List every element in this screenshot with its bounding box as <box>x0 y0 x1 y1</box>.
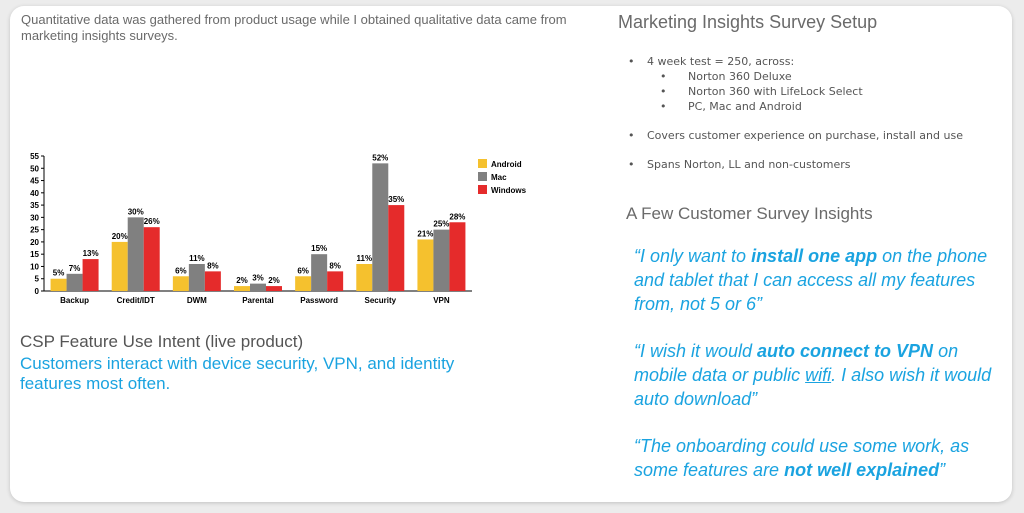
data-label: 28% <box>449 212 465 221</box>
y-tick-label: 15 <box>30 250 39 259</box>
survey-bullet-coverage: Covers customer experience on purchase, … <box>628 128 998 143</box>
survey-bullet-test-size: 4 week test = 250, across: <box>628 54 998 69</box>
data-label: 2% <box>268 276 280 285</box>
category-label: DWM <box>187 296 207 305</box>
y-tick-label: 55 <box>30 152 39 161</box>
bar-windows <box>204 271 221 291</box>
bar-windows <box>82 259 99 291</box>
data-label: 30% <box>128 207 144 216</box>
bar-mac <box>188 264 205 291</box>
data-label: 6% <box>175 266 187 275</box>
legend-swatch-windows <box>478 185 487 194</box>
data-label: 20% <box>112 232 128 241</box>
data-label: 11% <box>356 254 372 263</box>
bar-mac <box>250 283 266 291</box>
quote-emphasis: install one app <box>751 246 878 266</box>
quote-underlined-word: wifi <box>805 365 832 385</box>
data-label: 25% <box>433 220 449 229</box>
y-tick-label: 50 <box>30 164 39 173</box>
data-label: 11% <box>189 254 205 263</box>
data-label: 52% <box>372 153 388 162</box>
bar-android <box>356 264 373 291</box>
y-tick-label: 10 <box>30 262 39 271</box>
data-label: 7% <box>69 264 81 273</box>
data-label: 21% <box>417 229 433 238</box>
y-tick-label: 20 <box>30 238 39 247</box>
legend-label: Windows <box>491 186 527 195</box>
category-label: Security <box>364 296 396 305</box>
category-label: Parental <box>242 296 274 305</box>
quote-emphasis: auto connect to VPN <box>757 341 934 361</box>
chart-title: CSP Feature Use Intent (live product) <box>20 332 304 351</box>
legend-swatch-android <box>478 159 487 168</box>
bar-mac <box>372 163 389 291</box>
chart-caption: Customers interact with device security,… <box>20 354 455 393</box>
bar-mac <box>127 217 144 291</box>
quote-text: “I only want to <box>634 246 752 266</box>
bar-android <box>295 276 312 291</box>
quote-text: . I also wish it would auto download” <box>634 365 992 409</box>
y-tick-label: 30 <box>30 213 39 222</box>
survey-subbullet-product: Norton 360 with LifeLock Select <box>628 84 998 99</box>
data-label: 5% <box>53 269 65 278</box>
bar-mac <box>433 229 450 291</box>
quote-text: on mobile data or public <box>634 341 959 385</box>
y-tick-label: 5 <box>35 275 40 284</box>
data-label: 26% <box>144 217 160 226</box>
bar-windows <box>388 205 405 291</box>
chart-svg: 0 5 10 15 20 25 30 35 40 45 50 55 5% 7%13% Backup 20% 30… <box>30 152 527 305</box>
survey-setup-title: Marketing Insights Survey Setup <box>618 12 878 32</box>
bar-android <box>417 239 434 291</box>
category-label: Password <box>300 296 338 305</box>
bar-android <box>50 278 67 291</box>
category-label: Backup <box>60 296 89 305</box>
bar-windows <box>327 271 344 291</box>
quote-auto-connect-vpn: “I wish it would auto connect to VPN on … <box>634 339 1006 411</box>
quote-text: on the phone and tablet that I can acces… <box>634 246 988 314</box>
data-label: 13% <box>83 249 99 258</box>
bar-windows <box>143 227 160 291</box>
category-label: Credit/IDT <box>117 296 155 305</box>
quote-text: ” <box>939 460 946 480</box>
data-label: 6% <box>297 266 309 275</box>
legend-swatch-mac <box>478 172 487 181</box>
survey-bullet-audience: Spans Norton, LL and non-customers <box>628 157 998 172</box>
bar-windows <box>266 286 282 291</box>
quote-emphasis: not well explained <box>784 460 940 480</box>
bar-windows <box>449 222 466 291</box>
bar-android <box>234 286 250 291</box>
bar-mac <box>311 254 328 291</box>
insights-quotes: “I only want to install one app on the p… <box>634 244 1006 505</box>
y-tick-label: 45 <box>30 177 39 186</box>
y-tick-label: 40 <box>30 189 39 198</box>
survey-setup-list: 4 week test = 250, across: Norton 360 De… <box>628 54 998 172</box>
data-label: 35% <box>388 195 404 204</box>
y-tick-label: 0 <box>35 287 40 296</box>
y-tick-label: 35 <box>30 201 39 210</box>
bar-mac <box>66 273 83 291</box>
bar-android <box>111 241 128 291</box>
survey-subbullet-product: Norton 360 Deluxe <box>628 69 998 84</box>
intro-text: Quantitative data was gathered from prod… <box>21 12 567 43</box>
data-label: 15% <box>311 244 327 253</box>
y-tick-label: 25 <box>30 226 39 235</box>
data-label: 8% <box>329 261 341 270</box>
insights-title: A Few Customer Survey Insights <box>626 204 873 223</box>
survey-subbullet-platforms: PC, Mac and Android <box>628 99 998 114</box>
quote-text: “The onboarding could use some work, as … <box>634 436 970 480</box>
category-label: VPN <box>433 296 450 305</box>
quote-onboarding: “The onboarding could use some work, as … <box>634 434 1006 482</box>
bar-android <box>172 276 189 291</box>
data-label: 2% <box>236 276 248 285</box>
quote-text: “I wish it would <box>634 341 758 361</box>
feature-use-chart: 0 5 10 15 20 25 30 35 40 45 50 55 5% 7% 13% Backup 20% 30… <box>20 148 540 313</box>
data-label: 8% <box>207 261 219 270</box>
quote-install-one-app: “I only want to install one app on the p… <box>634 244 1006 316</box>
data-label: 3% <box>252 274 264 283</box>
legend-label: Mac <box>491 173 507 182</box>
legend-label: Android <box>491 160 522 169</box>
